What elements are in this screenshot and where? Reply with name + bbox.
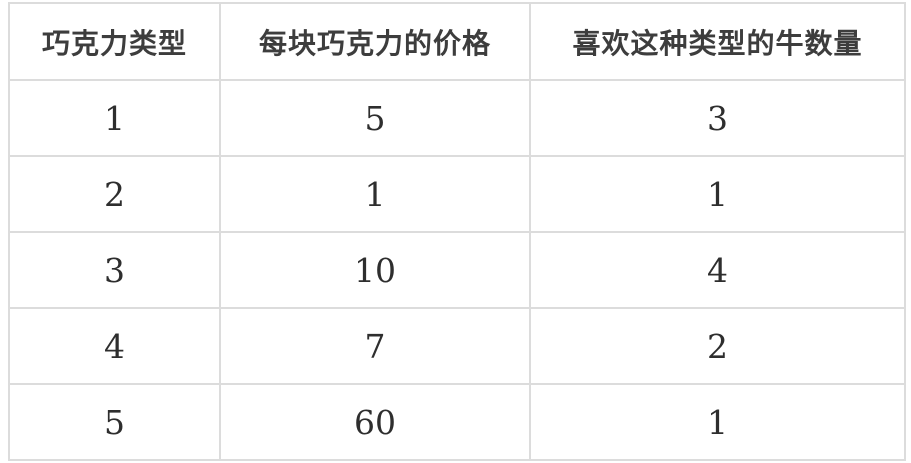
table-cell: 2 — [529, 307, 906, 385]
column-header: 每块巧克力的价格 — [219, 2, 531, 81]
chocolate-table: 巧克力类型 每块巧克力的价格 喜欢这种类型的牛数量 1 5 3 2 1 1 3 10 4 4 7 2 5 60… — [8, 2, 906, 461]
table-header-row: 巧克力类型 每块巧克力的价格 喜欢这种类型的牛数量 — [8, 2, 906, 81]
table-cell: 4 — [8, 307, 221, 385]
table-cell: 3 — [529, 79, 906, 157]
chocolate-table-container: 巧克力类型 每块巧克力的价格 喜欢这种类型的牛数量 1 5 3 2 1 1 3 10 4 4 7 2 5 60… — [8, 2, 906, 461]
table-cell: 5 — [8, 383, 221, 461]
table-cell: 3 — [8, 231, 221, 309]
column-header: 巧克力类型 — [8, 2, 221, 81]
table-body: 1 5 3 2 1 1 3 10 4 4 7 2 5 60 1 — [8, 79, 906, 461]
table-cell: 7 — [219, 307, 531, 385]
table-cell: 1 — [529, 383, 906, 461]
table-row: 3 10 4 — [8, 231, 906, 309]
table-cell: 5 — [219, 79, 531, 157]
table-cell: 1 — [529, 155, 906, 233]
table-cell: 60 — [219, 383, 531, 461]
table-cell: 10 — [219, 231, 531, 309]
table-row: 5 60 1 — [8, 383, 906, 461]
table-cell: 1 — [219, 155, 531, 233]
table-cell: 4 — [529, 231, 906, 309]
table-cell: 2 — [8, 155, 221, 233]
column-header: 喜欢这种类型的牛数量 — [529, 2, 906, 81]
table-cell: 1 — [8, 79, 221, 157]
